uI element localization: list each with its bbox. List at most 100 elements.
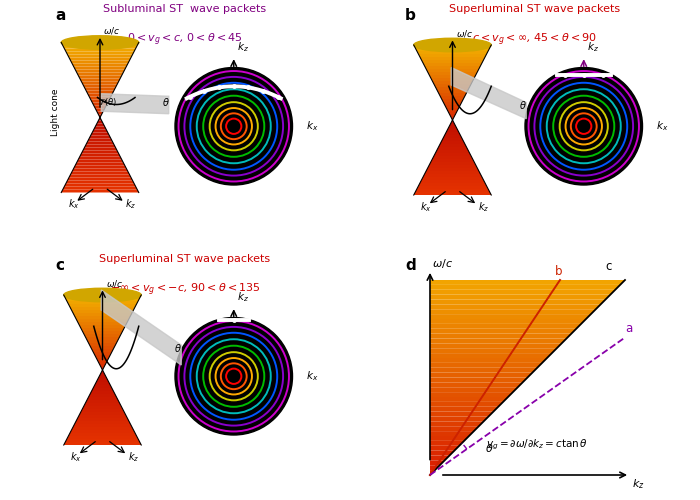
Polygon shape <box>430 426 479 431</box>
Polygon shape <box>83 406 122 409</box>
Polygon shape <box>94 382 111 385</box>
Polygon shape <box>99 114 101 117</box>
Polygon shape <box>72 64 128 66</box>
Polygon shape <box>430 78 474 81</box>
Polygon shape <box>84 403 121 406</box>
Polygon shape <box>90 346 115 349</box>
Text: $\omega/c$: $\omega/c$ <box>456 28 473 39</box>
Polygon shape <box>451 117 454 120</box>
Polygon shape <box>85 144 116 148</box>
Polygon shape <box>74 66 126 70</box>
Polygon shape <box>414 45 491 48</box>
Text: a: a <box>55 8 65 22</box>
Polygon shape <box>429 162 476 165</box>
Polygon shape <box>417 51 488 54</box>
Polygon shape <box>437 90 468 93</box>
Text: c: c <box>55 258 64 272</box>
Polygon shape <box>430 392 513 397</box>
Polygon shape <box>94 106 106 108</box>
Polygon shape <box>89 136 111 138</box>
Polygon shape <box>95 108 105 112</box>
Polygon shape <box>75 70 125 72</box>
Text: Subluminal ST  wave packets: Subluminal ST wave packets <box>104 4 267 14</box>
Polygon shape <box>430 304 601 309</box>
Text: $\theta$: $\theta$ <box>519 99 526 111</box>
Text: $k_z$: $k_z$ <box>237 290 248 304</box>
Text: $k_x$: $k_x$ <box>67 198 79 211</box>
Polygon shape <box>434 153 471 156</box>
Text: $k_z$: $k_z$ <box>633 478 645 492</box>
Text: $v_g=\partial\omega/\partial k_z= c\tan\theta$: $v_g=\partial\omega/\partial k_z= c\tan\… <box>486 438 589 452</box>
Polygon shape <box>64 442 141 445</box>
Circle shape <box>175 68 293 185</box>
Polygon shape <box>447 108 459 111</box>
Polygon shape <box>77 160 123 162</box>
Polygon shape <box>80 409 124 412</box>
Polygon shape <box>80 154 120 156</box>
Text: $\theta$: $\theta$ <box>174 342 181 354</box>
Text: Light cone: Light cone <box>51 89 60 136</box>
Polygon shape <box>430 470 435 475</box>
Polygon shape <box>438 93 466 96</box>
Text: $k_x$: $k_x$ <box>657 120 668 133</box>
Polygon shape <box>430 290 615 294</box>
Text: $k_z$: $k_z$ <box>237 40 248 54</box>
Polygon shape <box>415 48 490 51</box>
Text: Superluminal ST wave packets: Superluminal ST wave packets <box>99 254 271 264</box>
Polygon shape <box>419 54 486 57</box>
Polygon shape <box>430 397 508 402</box>
Text: $\omega/c$: $\omega/c$ <box>433 258 454 270</box>
Polygon shape <box>102 290 181 365</box>
Polygon shape <box>429 75 476 78</box>
Polygon shape <box>430 372 533 378</box>
Polygon shape <box>84 334 121 337</box>
Text: c: c <box>605 260 611 273</box>
Polygon shape <box>91 100 109 102</box>
Polygon shape <box>430 465 440 470</box>
Polygon shape <box>87 340 118 343</box>
Polygon shape <box>98 376 107 379</box>
Polygon shape <box>451 120 454 123</box>
Polygon shape <box>89 96 111 100</box>
Polygon shape <box>87 397 118 400</box>
Text: $-\infty<v_g<-c$, $90<\theta<135$: $-\infty<v_g<-c$, $90<\theta<135$ <box>110 281 260 297</box>
Polygon shape <box>430 446 459 450</box>
Polygon shape <box>430 338 566 344</box>
Polygon shape <box>72 168 128 172</box>
Polygon shape <box>97 358 108 361</box>
Polygon shape <box>86 90 114 94</box>
Polygon shape <box>99 118 101 120</box>
Polygon shape <box>79 412 126 415</box>
Polygon shape <box>430 319 586 324</box>
Polygon shape <box>430 407 498 412</box>
Text: $k_x$: $k_x$ <box>70 450 82 464</box>
Polygon shape <box>430 460 444 465</box>
Polygon shape <box>80 328 124 331</box>
Polygon shape <box>62 190 139 192</box>
Polygon shape <box>69 304 136 307</box>
Polygon shape <box>83 331 122 334</box>
Polygon shape <box>78 415 127 418</box>
Polygon shape <box>415 189 490 192</box>
Polygon shape <box>66 180 134 184</box>
Text: b: b <box>405 8 416 22</box>
Polygon shape <box>85 400 120 403</box>
Polygon shape <box>85 337 120 340</box>
Text: b: b <box>555 265 563 278</box>
Polygon shape <box>76 418 129 421</box>
Polygon shape <box>430 378 528 382</box>
Polygon shape <box>97 112 103 114</box>
Polygon shape <box>83 84 117 87</box>
Polygon shape <box>430 382 523 387</box>
Polygon shape <box>430 329 576 334</box>
Polygon shape <box>85 88 116 90</box>
Polygon shape <box>426 69 479 72</box>
Polygon shape <box>443 135 462 138</box>
Polygon shape <box>75 316 130 319</box>
Polygon shape <box>86 142 114 144</box>
Polygon shape <box>430 294 610 300</box>
Polygon shape <box>430 334 571 338</box>
Polygon shape <box>69 58 131 60</box>
Polygon shape <box>452 68 526 118</box>
Polygon shape <box>93 385 112 388</box>
